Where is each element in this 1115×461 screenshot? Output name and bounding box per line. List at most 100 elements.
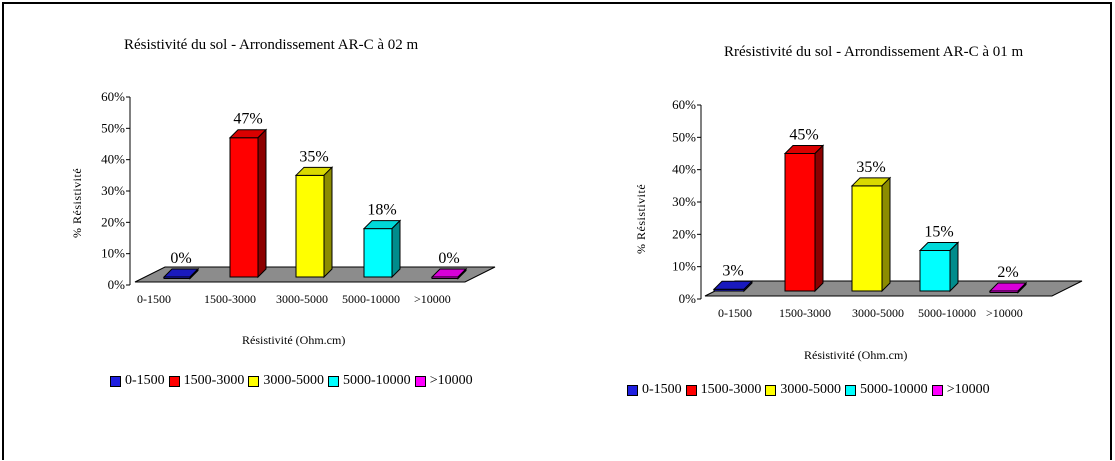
y-tick-label: 20% <box>101 214 125 229</box>
bar-side <box>391 219 401 279</box>
bar-5000-10000 <box>918 241 960 293</box>
legend-label: 1500-3000 <box>700 382 762 397</box>
x-tick-label: 5000-10000 <box>918 306 976 320</box>
legend-label: >10000 <box>429 373 473 388</box>
legend-label: 3000-5000 <box>263 373 325 388</box>
legend-label: 1500-3000 <box>183 373 245 388</box>
x-tick-label: 1500-3000 <box>204 292 256 306</box>
data-label: 0% <box>170 250 191 267</box>
chart-right: Rrésistivité du sol - Arrondissement AR-… <box>560 0 1115 461</box>
y-tick-label: 60% <box>672 97 696 112</box>
legend-swatch <box>845 384 857 396</box>
legend-item: 0-1500 <box>110 373 165 389</box>
bar-side <box>257 128 267 279</box>
y-tick-label: 40% <box>672 162 696 177</box>
y-tick-label: 50% <box>101 120 125 135</box>
y-tick-label: 10% <box>672 259 696 274</box>
bar-3000-5000 <box>294 166 334 279</box>
legend-swatch <box>685 384 697 396</box>
bar-front <box>784 153 816 292</box>
data-label: 2% <box>997 264 1018 281</box>
data-label: 47% <box>233 111 262 128</box>
data-label: 45% <box>789 127 818 144</box>
chart-plot: 0% 10% 20% 30% 40% 50% 60% 0% 47% 35% 18% 0% 0-1500 1… <box>101 89 496 306</box>
legend-swatch <box>627 384 638 396</box>
legend-label: 3000-5000 <box>780 382 842 397</box>
legend-item: 5000-10000 <box>845 382 928 398</box>
legend-label: >10000 <box>946 382 990 397</box>
x-axis-title: Résistivité (Ohm.cm) <box>804 348 908 362</box>
legend-swatch <box>110 375 121 387</box>
bar-side <box>189 267 199 280</box>
y-tick-label: 0% <box>679 291 697 306</box>
data-label: 0% <box>438 250 459 267</box>
x-tick-label: >10000 <box>414 292 451 306</box>
legend: 0-1500 1500-3000 3000-5000 5000-10000 >10000 <box>110 373 477 389</box>
data-label: 35% <box>856 159 885 176</box>
chart-left: Résistivité du sol - Arrondissement AR-C… <box>70 37 496 389</box>
legend-swatch <box>931 384 943 396</box>
y-tick-label: 10% <box>101 246 125 261</box>
bar-front <box>229 137 259 278</box>
legend-swatch <box>248 375 260 387</box>
bar-front <box>851 185 883 292</box>
legend-label: 5000-10000 <box>860 382 928 397</box>
bar-1500-3000 <box>783 144 825 293</box>
x-tick-label: 0-1500 <box>137 292 171 306</box>
bar-front <box>919 250 951 292</box>
bar-0-1500 <box>712 280 754 293</box>
legend-item: 0-1500 <box>627 382 682 398</box>
x-tick-label: >10000 <box>986 306 1023 320</box>
bar-side <box>814 144 824 293</box>
y-tick-label: 50% <box>672 129 696 144</box>
bar-side <box>881 176 891 293</box>
bar-1500-3000 <box>228 128 268 279</box>
legend-item: 3000-5000 <box>765 382 841 398</box>
bar-3000-5000 <box>850 176 892 293</box>
bar-side <box>457 267 467 280</box>
y-axis-title: % Résistivité <box>70 167 84 238</box>
bar-side <box>323 166 333 279</box>
bar-front <box>295 174 325 278</box>
x-tick-label: 3000-5000 <box>276 292 328 306</box>
y-tick-label: 60% <box>101 89 125 104</box>
chart-plot: 0% 10% 20% 30% 40% 50% 60% 3% 45% 35% 15% 2% 0-1500 1… <box>672 97 1083 320</box>
legend-item: 1500-3000 <box>168 373 245 389</box>
chart-title: Rrésistivité du sol - Arrondissement AR-… <box>724 44 1024 60</box>
legend-swatch <box>168 375 180 387</box>
data-label: 18% <box>367 202 396 219</box>
data-label: 35% <box>299 148 328 165</box>
data-label: 15% <box>924 224 953 241</box>
legend-label: 0-1500 <box>125 373 165 388</box>
bar-side <box>1017 281 1027 294</box>
legend-item: >10000 <box>414 373 473 389</box>
bar-0-1500 <box>162 267 200 280</box>
y-tick-label: 30% <box>672 194 696 209</box>
legend-swatch <box>328 375 340 387</box>
chart-title: Résistivité du sol - Arrondissement AR-C… <box>124 37 419 53</box>
y-tick-label: 0% <box>108 277 126 292</box>
y-tick-label: 30% <box>101 183 125 198</box>
y-tick-label: 40% <box>101 152 125 167</box>
x-tick-label: 0-1500 <box>718 306 752 320</box>
legend-label: 0-1500 <box>642 382 682 397</box>
x-tick-label: 1500-3000 <box>779 306 831 320</box>
bar->10000 <box>430 267 468 280</box>
legend-swatch <box>765 384 777 396</box>
bar-5000-10000 <box>362 219 402 279</box>
legend-item: 3000-5000 <box>248 373 324 389</box>
x-tick-label: 3000-5000 <box>852 306 904 320</box>
y-tick-label: 20% <box>672 226 696 241</box>
bar-side <box>949 241 959 293</box>
bar->10000 <box>988 281 1028 294</box>
bar-front <box>363 228 393 278</box>
x-tick-label: 5000-10000 <box>342 292 400 306</box>
x-axis-title: Résistivité (Ohm.cm) <box>242 333 346 347</box>
y-axis-title: % Résistivité <box>634 183 648 254</box>
legend-item: 5000-10000 <box>328 373 411 389</box>
data-label: 3% <box>722 262 743 279</box>
legend: 0-1500 1500-3000 3000-5000 5000-10000 >10000 <box>627 382 994 398</box>
bar-side <box>743 280 753 293</box>
legend-swatch <box>414 375 426 387</box>
legend-label: 5000-10000 <box>343 373 411 388</box>
